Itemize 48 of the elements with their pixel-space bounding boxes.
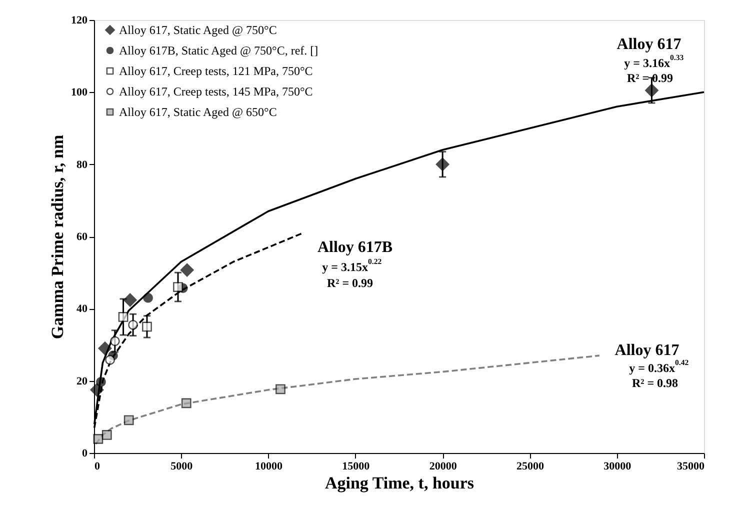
annotation: R² = 0.99 xyxy=(626,71,674,85)
point xyxy=(123,293,137,307)
point xyxy=(644,84,658,98)
annotation: R² = 0.98 xyxy=(632,376,678,390)
x-tick-label: 30000 xyxy=(604,460,632,472)
point xyxy=(93,434,104,444)
point xyxy=(276,384,286,394)
x-tick-label: 5000 xyxy=(170,460,194,472)
point xyxy=(118,312,128,322)
legend-label: Alloy 617, Static Aged @ 650°C xyxy=(119,105,277,119)
point xyxy=(143,292,153,303)
y-tick-label: 60 xyxy=(76,231,88,243)
line-series xyxy=(94,354,600,445)
x-tick-label: 25000 xyxy=(516,460,544,472)
annotation: Alloy 617 xyxy=(614,342,680,359)
point xyxy=(102,430,112,440)
y-tick-label: 100 xyxy=(71,86,88,99)
point xyxy=(181,398,192,408)
x-tick-label: 0 xyxy=(94,460,100,472)
legend-label: Alloy 617, Creep tests, 145 MPa, 750°C xyxy=(119,84,313,98)
point xyxy=(90,383,104,397)
point xyxy=(173,282,183,292)
point xyxy=(124,415,134,426)
annotation: R² = 0.99 xyxy=(326,276,374,290)
point xyxy=(96,376,106,387)
point xyxy=(436,158,450,172)
point xyxy=(105,354,115,365)
point xyxy=(110,336,120,346)
y-tick-label: 0 xyxy=(82,448,88,460)
annotation: Alloy 617 xyxy=(616,36,682,53)
point xyxy=(142,322,152,332)
y-axis-title: Gamma Prime radius, r, nm xyxy=(48,134,67,340)
legend-label: Alloy 617, Creep tests, 121 MPa, 750°C xyxy=(119,64,313,78)
legend-label: Alloy 617, Static Aged @ 750°C xyxy=(119,23,277,37)
y-tick-label: 40 xyxy=(76,303,88,316)
y-tick-label: 80 xyxy=(76,158,88,171)
y-tick-label: 20 xyxy=(76,375,88,388)
point xyxy=(128,320,138,330)
y-tick-label: 120 xyxy=(71,14,88,26)
x-axis-title: Aging Time, t, hours xyxy=(324,474,474,492)
x-tick-label: 15000 xyxy=(342,460,370,472)
annotation: Alloy 617B xyxy=(317,239,393,256)
legend-label: Alloy 617B, Static Aged @ 750°C, ref. [] xyxy=(119,44,318,58)
point xyxy=(180,263,194,277)
x-tick-label: 35000 xyxy=(677,460,705,472)
x-tick-label: 10000 xyxy=(255,460,284,472)
point xyxy=(98,342,112,356)
x-tick-label: 20000 xyxy=(429,460,458,472)
